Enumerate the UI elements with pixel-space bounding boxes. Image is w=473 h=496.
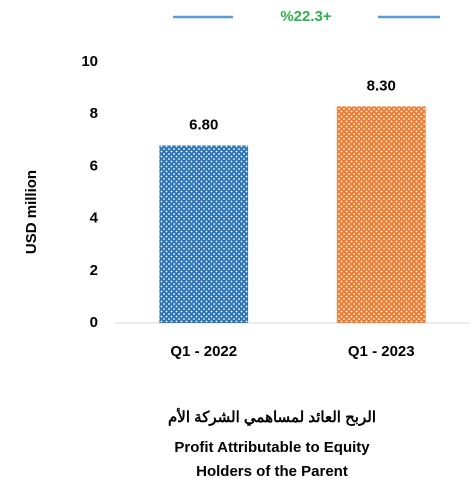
caption: Profit Attributable to Equity <box>174 439 370 456</box>
y-tick-label: 8 <box>90 105 98 122</box>
value-label: 8.30 <box>367 77 396 94</box>
caption: الربح العائد لمساهمي الشركة الأم <box>168 407 376 427</box>
bar <box>336 106 426 324</box>
y-tick-label: 6 <box>90 157 98 174</box>
value-label: 6.80 <box>189 116 218 133</box>
y-axis-label: USD million <box>23 170 40 254</box>
y-tick-label: 4 <box>90 210 99 227</box>
annotation: %22.3+ <box>280 8 332 25</box>
y-tick-label: 0 <box>90 314 98 331</box>
y-tick-label: 10 <box>81 53 98 70</box>
caption: Holders of the Parent <box>196 463 348 480</box>
bar <box>159 145 249 323</box>
x-tick-label: Q1 - 2023 <box>348 343 415 360</box>
y-tick-label: 2 <box>90 262 98 279</box>
x-tick-label: Q1 - 2022 <box>170 343 237 360</box>
